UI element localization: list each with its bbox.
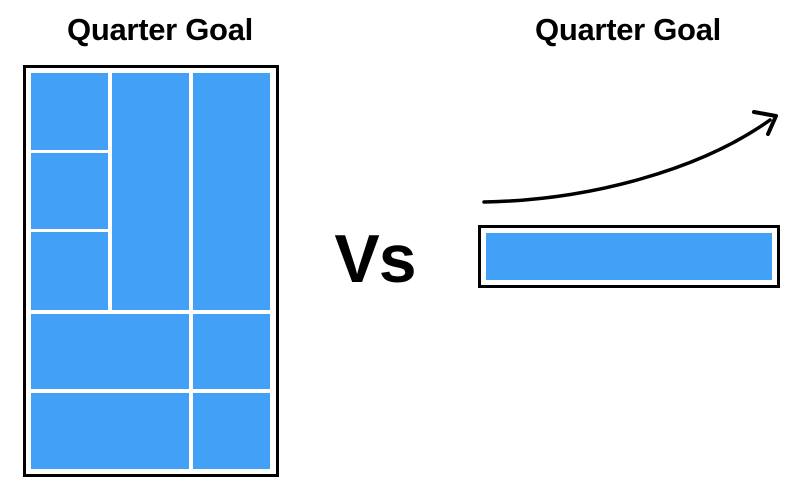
left-panel-title: Quarter Goal — [67, 12, 253, 47]
right-panel-title: Quarter Goal — [535, 12, 721, 47]
goal-block — [112, 73, 189, 310]
vs-label: Vs — [334, 221, 416, 297]
focused-goal-frame — [478, 225, 780, 288]
goal-block — [31, 314, 189, 389]
goal-block — [31, 73, 108, 150]
goal-block — [31, 393, 189, 469]
curved-upward-arrow-icon — [482, 110, 778, 204]
goal-block — [486, 233, 772, 280]
goal-block — [193, 73, 270, 310]
goal-block — [193, 314, 270, 389]
fragmented-goal-frame — [23, 65, 279, 477]
goal-block — [193, 393, 270, 469]
goal-block — [31, 232, 108, 310]
goal-block — [31, 153, 108, 229]
